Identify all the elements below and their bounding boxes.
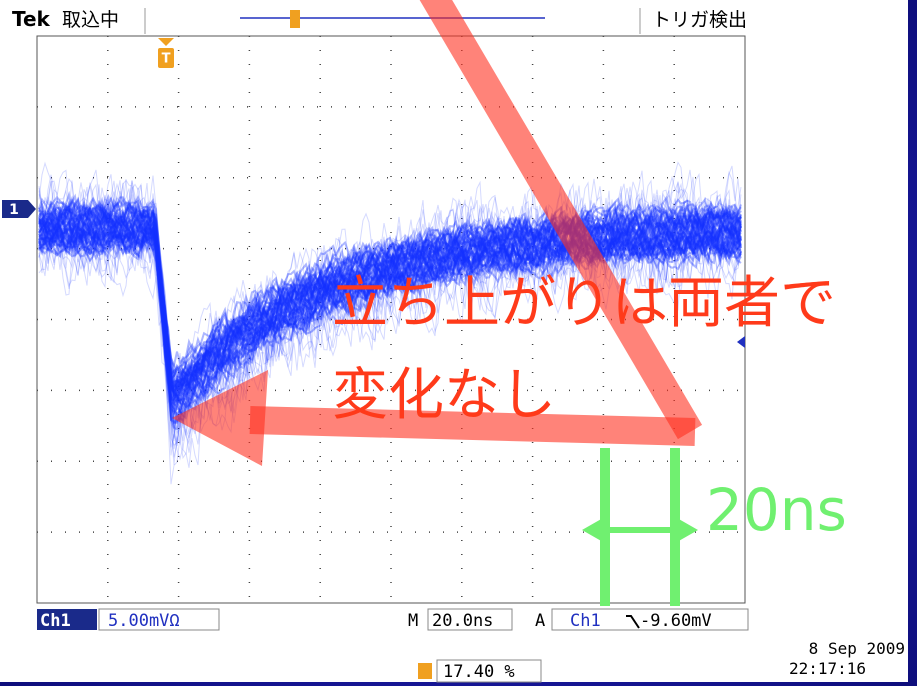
scale: 5.00mVΩ <box>108 611 180 631</box>
interval-label: 20ns <box>706 476 847 544</box>
trigger-marker-label: T <box>162 52 171 67</box>
channel: Ch1 <box>40 611 71 631</box>
brand: Tek <box>12 7 51 31</box>
annotation-text: 立ち上がりは両者で <box>332 271 836 336</box>
status: 取込中 <box>62 9 119 31</box>
trigger-icon <box>418 663 432 679</box>
trigger-channel: Ch1 <box>570 611 601 631</box>
time-scale: 20.0ns <box>432 611 493 631</box>
trigger-pos-icon <box>290 10 300 28</box>
annotation-text: 変化なし <box>332 363 556 428</box>
trigger-level: -9.60mV <box>640 611 712 631</box>
scope-screenshot <box>0 0 908 682</box>
date: 8 Sep 2009 <box>809 639 905 658</box>
trigger-position: 17.40 % <box>443 662 515 682</box>
slide: Tek 取込中 トリガ検出 T 1 立ち上がりは両者で 変化なし 20ns Ch… <box>0 0 917 686</box>
time: 22:17:16 <box>789 659 866 678</box>
trigger-prefix: A <box>535 611 545 631</box>
time-prefix: M <box>408 611 418 631</box>
trigger-status: トリガ検出 <box>652 9 747 31</box>
channel-marker-label: 1 <box>9 202 19 218</box>
